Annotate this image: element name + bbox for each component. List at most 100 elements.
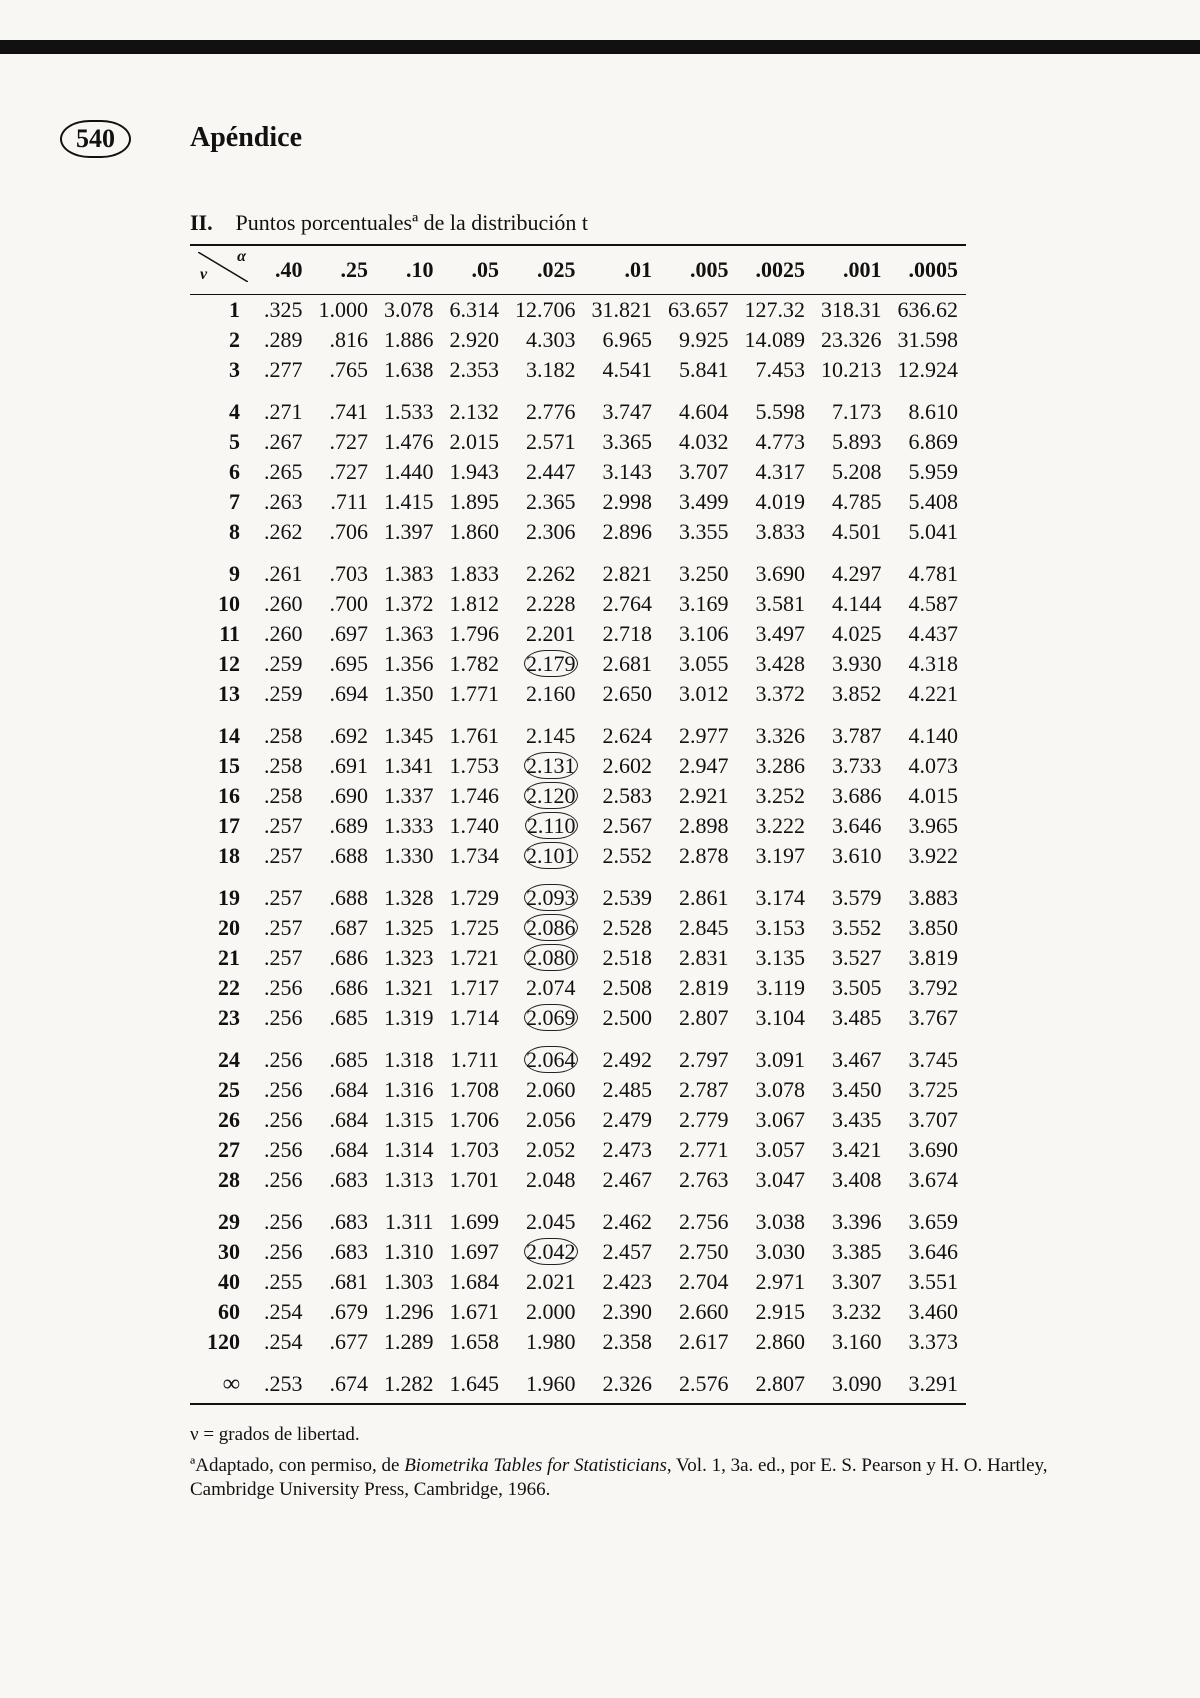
value-cell: 2.860 (737, 1327, 814, 1357)
value-cell: 6.965 (584, 325, 661, 355)
value-cell: 2.602 (584, 751, 661, 781)
value-cell: 3.055 (660, 649, 737, 679)
value-cell: 2.326 (584, 1357, 661, 1404)
value-cell: 1.356 (376, 649, 442, 679)
table-row: 27.256.6841.3141.7032.0522.4732.7713.057… (190, 1135, 966, 1165)
value-cell: 1.684 (442, 1267, 508, 1297)
value-cell: 3.182 (507, 355, 584, 385)
value-cell: 1.746 (442, 781, 508, 811)
value-cell: .688 (311, 871, 377, 913)
value-cell: 1.314 (376, 1135, 442, 1165)
value-cell: 3.646 (890, 1237, 967, 1267)
page-top-rule (0, 40, 1200, 54)
circled-value: 2.069 (526, 1005, 576, 1030)
value-cell: 5.598 (737, 385, 814, 427)
value-cell: .256 (256, 1003, 311, 1033)
df-cell: 27 (190, 1135, 256, 1165)
value-cell: 3.850 (890, 913, 967, 943)
value-cell: .684 (311, 1135, 377, 1165)
value-cell: .727 (311, 457, 377, 487)
value-cell: 1.372 (376, 589, 442, 619)
value-cell: 1.311 (376, 1195, 442, 1237)
df-cell: 18 (190, 841, 256, 871)
value-cell: 3.174 (737, 871, 814, 913)
value-cell: 1.708 (442, 1075, 508, 1105)
value-cell: 2.358 (584, 1327, 661, 1357)
value-cell: 2.776 (507, 385, 584, 427)
table-row: 26.256.6841.3151.7062.0562.4792.7793.067… (190, 1105, 966, 1135)
value-cell: 2.423 (584, 1267, 661, 1297)
value-cell: 1.717 (442, 973, 508, 1003)
value-cell: .685 (311, 1003, 377, 1033)
t-distribution-table: α ν .40.25.10.05.025.01.005.0025.001.000… (190, 244, 966, 1405)
value-cell: 2.056 (507, 1105, 584, 1135)
value-cell: 3.467 (813, 1033, 890, 1075)
value-cell: .684 (311, 1075, 377, 1105)
value-cell: 1.714 (442, 1003, 508, 1033)
value-cell: 2.131 (507, 751, 584, 781)
value-cell: 3.646 (813, 811, 890, 841)
value-cell: 2.462 (584, 1195, 661, 1237)
value-cell: .289 (256, 325, 311, 355)
value-cell: 3.659 (890, 1195, 967, 1237)
nu-label: ν (200, 266, 207, 284)
value-cell: 2.120 (507, 781, 584, 811)
table-row: 28.256.6831.3131.7012.0482.4672.7633.047… (190, 1165, 966, 1195)
header-alpha-col: .001 (813, 245, 890, 295)
page-number-wrap: 540 (60, 120, 131, 158)
value-cell: .684 (311, 1105, 377, 1135)
value-cell: 1.711 (442, 1033, 508, 1075)
value-cell: .256 (256, 1033, 311, 1075)
value-cell: 1.319 (376, 1003, 442, 1033)
value-cell: 1.282 (376, 1357, 442, 1404)
value-cell: 2.971 (737, 1267, 814, 1297)
value-cell: 2.201 (507, 619, 584, 649)
value-cell: 4.587 (890, 589, 967, 619)
value-cell: 5.841 (660, 355, 737, 385)
table-header-row: α ν .40.25.10.05.025.01.005.0025.001.000… (190, 245, 966, 295)
table-row: 9.261.7031.3831.8332.2622.8213.2503.6904… (190, 547, 966, 589)
df-cell: 8 (190, 517, 256, 547)
value-cell: 4.501 (813, 517, 890, 547)
table-body: 1.3251.0003.0786.31412.70631.82163.65712… (190, 295, 966, 1405)
value-cell: 4.073 (890, 751, 967, 781)
table-row: 3.277.7651.6382.3533.1824.5415.8417.4531… (190, 355, 966, 385)
value-cell: 2.000 (507, 1297, 584, 1327)
value-cell: 2.779 (660, 1105, 737, 1135)
value-cell: 2.457 (584, 1237, 661, 1267)
value-cell: .692 (311, 709, 377, 751)
value-cell: 1.703 (442, 1135, 508, 1165)
value-cell: 2.306 (507, 517, 584, 547)
value-cell: 2.617 (660, 1327, 737, 1357)
circled-value: 2.042 (526, 1239, 576, 1264)
value-cell: 4.015 (890, 781, 967, 811)
table-row: 6.265.7271.4401.9432.4473.1433.7074.3175… (190, 457, 966, 487)
value-cell: .257 (256, 811, 311, 841)
value-cell: 2.539 (584, 871, 661, 913)
value-cell: 1.860 (442, 517, 508, 547)
value-cell: .703 (311, 547, 377, 589)
value-cell: 14.089 (737, 325, 814, 355)
value-cell: .683 (311, 1237, 377, 1267)
value-cell: 3.707 (890, 1105, 967, 1135)
value-cell: 5.408 (890, 487, 967, 517)
value-cell: 3.745 (890, 1033, 967, 1075)
value-cell: 2.756 (660, 1195, 737, 1237)
df-cell: 17 (190, 811, 256, 841)
table-row: 40.255.6811.3031.6842.0212.4232.7042.971… (190, 1267, 966, 1297)
table-row: ∞.253.6741.2821.6451.9602.3262.5762.8073… (190, 1357, 966, 1404)
value-cell: 1.671 (442, 1297, 508, 1327)
df-cell: 25 (190, 1075, 256, 1105)
value-cell: 3.232 (813, 1297, 890, 1327)
table-row: 24.256.6851.3181.7112.0642.4922.7973.091… (190, 1033, 966, 1075)
value-cell: 1.740 (442, 811, 508, 841)
value-cell: 1.701 (442, 1165, 508, 1195)
value-cell: 2.583 (584, 781, 661, 811)
value-cell: 2.080 (507, 943, 584, 973)
value-cell: 2.048 (507, 1165, 584, 1195)
value-cell: 1.397 (376, 517, 442, 547)
value-cell: 2.045 (507, 1195, 584, 1237)
value-cell: 1.323 (376, 943, 442, 973)
value-cell: 3.551 (890, 1267, 967, 1297)
value-cell: 1.833 (442, 547, 508, 589)
